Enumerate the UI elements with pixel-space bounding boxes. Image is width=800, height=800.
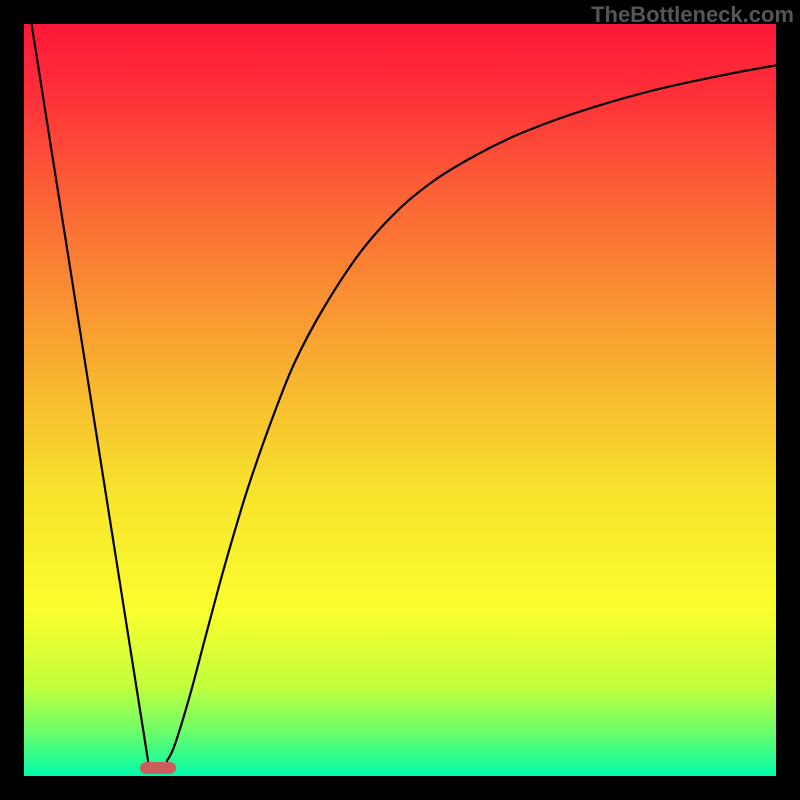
plot-area	[24, 24, 776, 776]
minimum-marker	[140, 762, 176, 774]
curve-svg	[24, 24, 776, 776]
chart-container: TheBottleneck.com	[0, 0, 800, 800]
curve-right-asymptote	[167, 65, 776, 761]
curve-left-line	[32, 24, 149, 761]
watermark-text: TheBottleneck.com	[591, 2, 794, 28]
